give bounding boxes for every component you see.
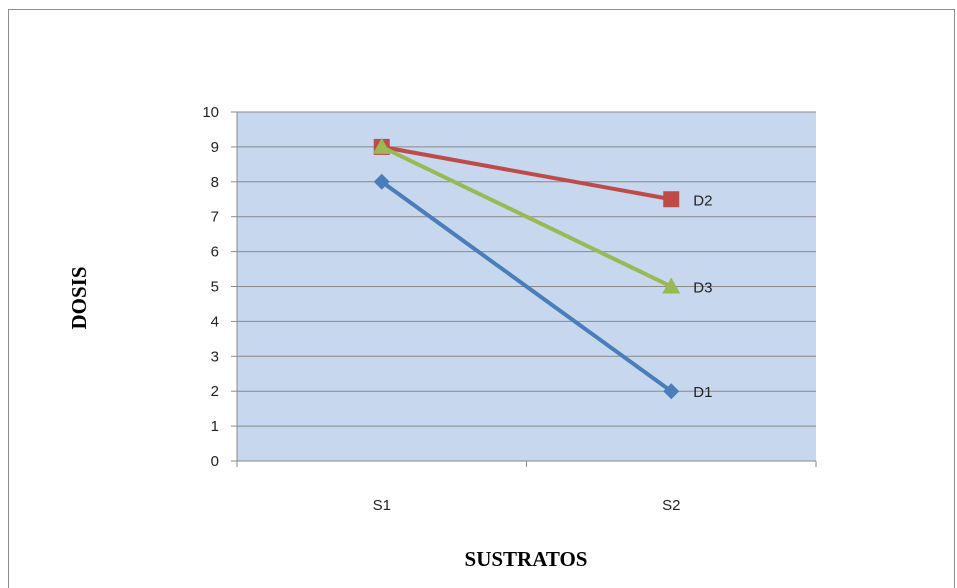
marker-d2-s2 bbox=[663, 191, 680, 208]
y-tick-label-10: 10 bbox=[202, 104, 219, 121]
y-tick-label-2: 2 bbox=[211, 383, 219, 400]
series-d3: D3 bbox=[372, 137, 712, 297]
series-label-d2: D2 bbox=[693, 192, 712, 209]
series-group: D1 D2 D3 bbox=[372, 137, 712, 401]
axes bbox=[231, 111, 817, 467]
y-tick-label-4: 4 bbox=[211, 313, 219, 330]
y-tick-label-6: 6 bbox=[211, 244, 219, 261]
series-line-d2 bbox=[379, 144, 674, 202]
y-tick-label-5: 5 bbox=[211, 279, 219, 296]
y-tick-label-3: 3 bbox=[211, 348, 219, 365]
y-axis-title: DOSIS bbox=[67, 266, 91, 329]
y-tick-label-9: 9 bbox=[211, 139, 219, 156]
series-label-d1: D1 bbox=[693, 384, 712, 401]
y-tick-label-0: 0 bbox=[211, 453, 219, 470]
x-tick-label-s1: S1 bbox=[373, 497, 391, 514]
x-tick-label-s2: S2 bbox=[662, 497, 680, 514]
y-tick-label-1: 1 bbox=[211, 418, 219, 435]
series-d1: D1 bbox=[373, 173, 712, 401]
x-tick-labels: S1 S2 bbox=[373, 497, 681, 514]
x-axis-title: SUSTRATOS bbox=[465, 547, 588, 571]
series-line-d3 bbox=[379, 144, 674, 289]
y-tick-labels: 0 1 2 3 4 5 6 7 8 9 10 bbox=[202, 104, 219, 470]
marker-d3-s1 bbox=[372, 137, 391, 154]
y-tick-label-7: 7 bbox=[211, 209, 219, 226]
series-label-d3: D3 bbox=[693, 280, 712, 297]
series-line-d1 bbox=[379, 179, 674, 394]
marker-d1-s2 bbox=[663, 383, 680, 400]
marker-d3-s2 bbox=[662, 277, 681, 294]
marker-d1-s1 bbox=[373, 173, 390, 190]
y-tick-label-8: 8 bbox=[211, 174, 219, 191]
